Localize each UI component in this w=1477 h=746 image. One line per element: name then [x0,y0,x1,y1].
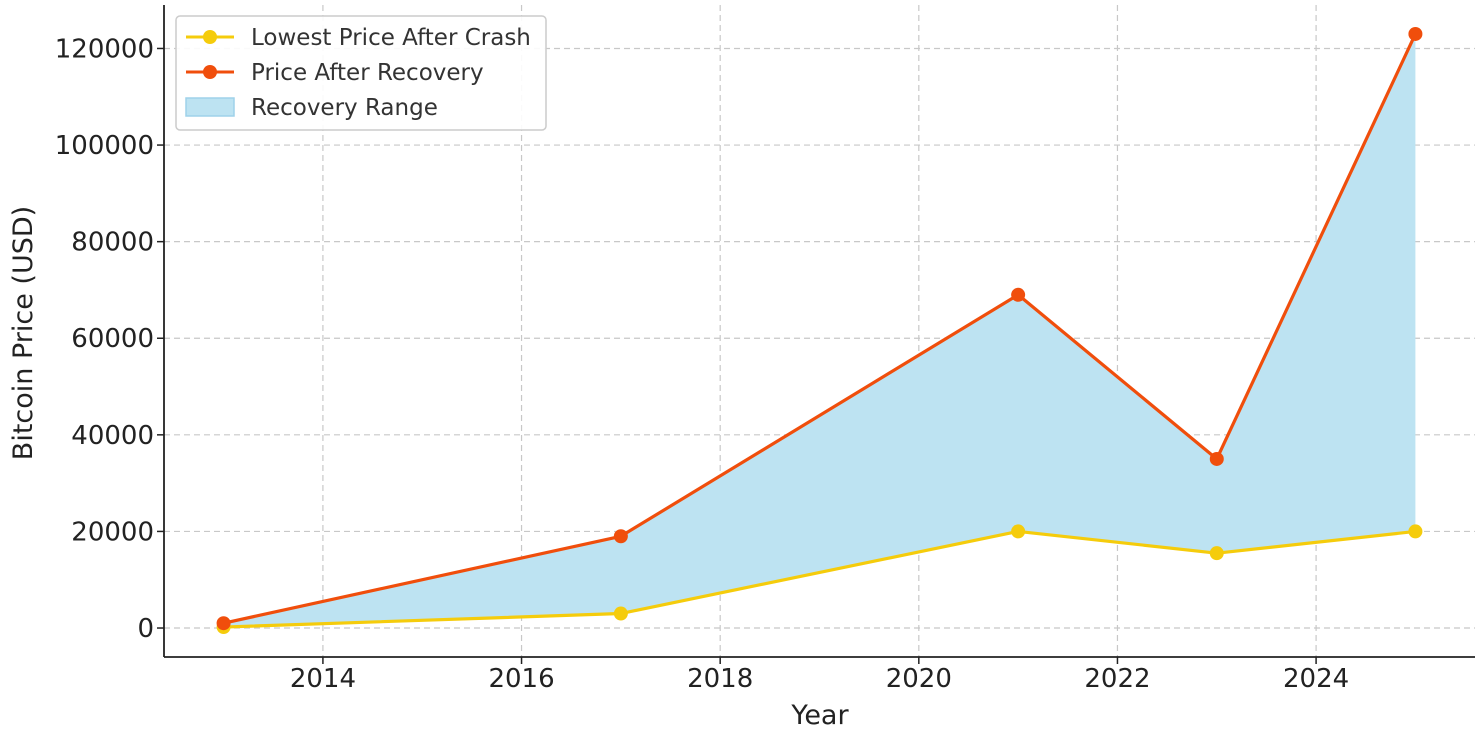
recovery-price-point-2017 [613,529,628,544]
axes [157,5,1475,664]
lowest-price-point-2023 [1209,546,1224,561]
y-axis-label: Bitcoin Price (USD) [8,206,39,460]
recovery-range-area [223,33,1416,628]
x-axis-label: Year [790,700,849,731]
x-tick-label-2018: 2018 [687,664,753,694]
recovery-price-point-2023 [1209,451,1224,466]
recovery-price-point-2013 [216,616,231,631]
recovery-range-area-layer [223,33,1416,628]
lowest-price-point-2021 [1011,524,1026,539]
y-tick-label-80000: 80000 [71,228,154,258]
x-tick-label-2014: 2014 [290,664,356,694]
legend-recovery-range-swatch [185,97,235,117]
legend-recovery-price-label: Price After Recovery [251,60,484,86]
legend-recovery-price-marker [203,65,217,79]
x-tick-label-2016: 2016 [488,664,554,694]
y-tick-label-20000: 20000 [71,517,154,547]
x-tick-label-2022: 2022 [1084,664,1150,694]
recovery-price-point-2021 [1011,287,1026,302]
legend-lowest-price-marker [203,30,217,44]
y-tick-label-100000: 100000 [55,131,154,161]
series-layer [216,26,1423,635]
y-tick-label-60000: 60000 [71,324,154,354]
legend: Lowest Price After Crash Price After Rec… [175,15,547,131]
y-tick-label-120000: 120000 [55,34,154,64]
y-tick-label-0: 0 [137,614,154,644]
legend-lowest-price-label: Lowest Price After Crash [251,25,531,51]
lowest-price-point-2017 [613,606,628,621]
legend-recovery-range-label: Recovery Range [251,95,438,121]
recovery-price-point-2025 [1408,26,1423,41]
x-tick-label-2024: 2024 [1283,664,1349,694]
y-tick-label-40000: 40000 [71,421,154,451]
legend-box [175,15,547,131]
tick-labels: 2014 2016 2018 2020 2022 2024 0 20000 40000 60000… [55,34,1349,694]
lowest-price-point-2025 [1408,524,1423,539]
x-tick-label-2020: 2020 [886,664,952,694]
